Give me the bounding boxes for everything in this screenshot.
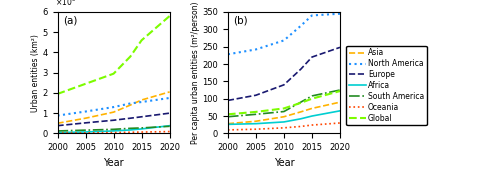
Text: $\times10^5$: $\times10^5$ bbox=[56, 0, 76, 8]
Legend: Asia, North America, Europe, Africa, South America, Oceania, Global: Asia, North America, Europe, Africa, Sou… bbox=[346, 46, 427, 125]
Text: (b): (b) bbox=[234, 16, 248, 26]
Text: (a): (a) bbox=[63, 16, 78, 26]
Y-axis label: Per capita urban entities (m²/person): Per capita urban entities (m²/person) bbox=[190, 1, 200, 144]
X-axis label: Year: Year bbox=[274, 158, 294, 168]
Y-axis label: Urban entities (km²): Urban entities (km²) bbox=[30, 34, 40, 112]
X-axis label: Year: Year bbox=[103, 158, 124, 168]
